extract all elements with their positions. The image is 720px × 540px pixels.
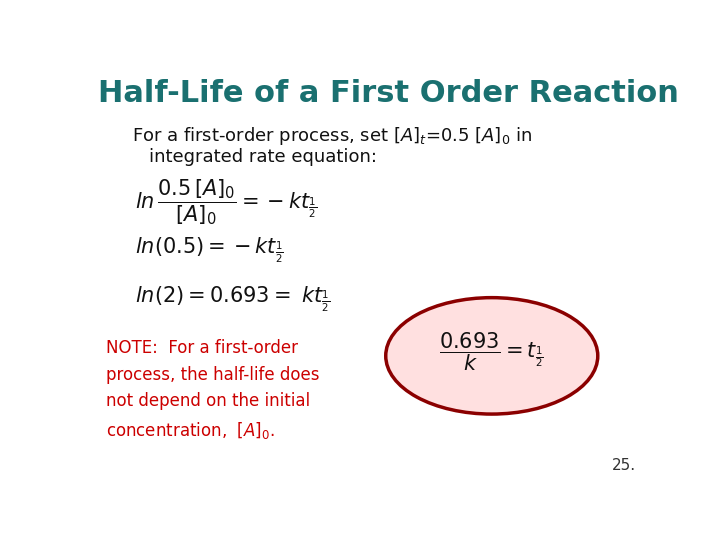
Text: NOTE:  For a first-order
process, the half-life does
not depend on the initial
c: NOTE: For a first-order process, the hal… [106, 339, 319, 441]
Text: $ln(0.5) = -kt_{\frac{1}{2}}$: $ln(0.5) = -kt_{\frac{1}{2}}$ [135, 235, 283, 265]
Ellipse shape [386, 298, 598, 414]
Text: integrated rate equation:: integrated rate equation: [148, 148, 377, 166]
Text: $\dfrac{0.693}{k} = t_{\frac{1}{2}}$: $\dfrac{0.693}{k} = t_{\frac{1}{2}}$ [439, 330, 544, 373]
Text: 25.: 25. [611, 458, 636, 473]
Text: For a first-order process, set $[A]_t$=0.5 $[A]_0$ in: For a first-order process, set $[A]_t$=0… [132, 125, 532, 147]
Text: Half-Life of a First Order Reaction: Half-Life of a First Order Reaction [98, 79, 679, 109]
Text: $ln\,\dfrac{0.5\,[A]_0}{[A]_0} = -kt_{\frac{1}{2}}$: $ln\,\dfrac{0.5\,[A]_0}{[A]_0} = -kt_{\f… [135, 177, 317, 227]
Text: $ln(2) = 0.693 =\ kt_{\frac{1}{2}}$: $ln(2) = 0.693 =\ kt_{\frac{1}{2}}$ [135, 285, 330, 314]
